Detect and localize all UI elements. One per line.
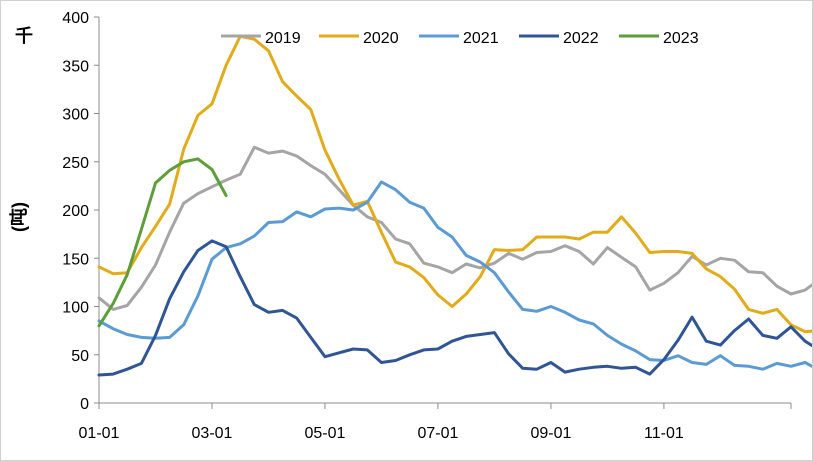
y-tick-label: 0 (80, 396, 89, 413)
y-tick-label: 250 (62, 155, 89, 172)
legend: 2019 2020 2021 2022 2023 (221, 30, 699, 47)
x-tick-label: 03-01 (192, 425, 233, 442)
x-tick-label: 11-01 (644, 425, 684, 442)
x-tick-label: 05-01 (304, 425, 345, 442)
y-tick-label: 400 (62, 10, 89, 27)
series-line-2022 (97, 239, 812, 377)
y-axis-label-unit: 千 (15, 26, 33, 46)
legend-label-2022: 2022 (563, 30, 599, 47)
series-line-2020 (97, 34, 812, 334)
series-line-2023 (97, 157, 228, 328)
y-tick-label: 100 (62, 300, 89, 317)
x-tick-label: 01-01 (79, 425, 120, 442)
y-tick-label: 150 (62, 251, 89, 268)
y-tick-label: 200 (62, 203, 89, 220)
series-lines (97, 34, 812, 377)
y-tick-label: 350 (62, 58, 89, 75)
y-axis-label: 千 (吨) (8, 26, 33, 232)
axes: 0 50 100 150 200 250 300 350 400 01-01 03-01 05-01 0… (62, 10, 792, 442)
y-axis-label-tons: (吨) (8, 202, 29, 232)
series-line-2021 (97, 180, 812, 371)
x-tick-label: 07-01 (417, 425, 458, 442)
legend-label-2020: 2020 (363, 30, 399, 47)
legend-label-2021: 2021 (463, 30, 499, 47)
legend-label-2023: 2023 (663, 30, 699, 47)
legend-label-2019: 2019 (265, 30, 301, 47)
y-tick-label: 50 (71, 348, 89, 365)
y-tick-label: 300 (62, 107, 89, 124)
x-tick-label: 09-01 (530, 425, 571, 442)
series-line-2019 (97, 145, 812, 311)
